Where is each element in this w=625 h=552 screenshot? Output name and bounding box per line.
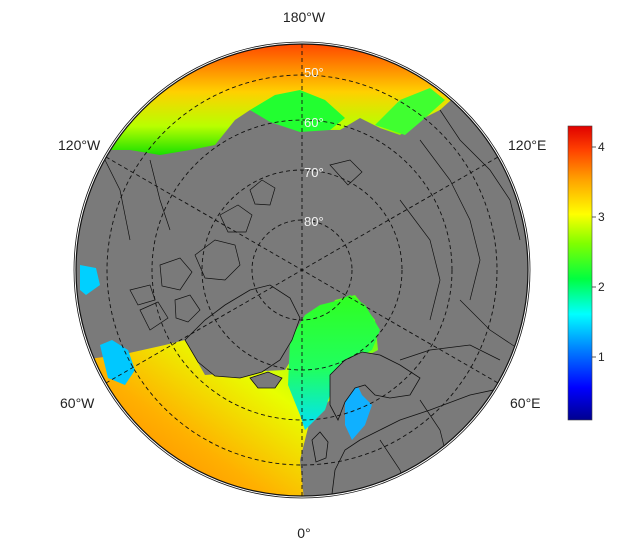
colorbar-ticks: 1 2 3 4	[592, 140, 605, 364]
colorbar: 1 2 3 4	[567, 125, 605, 421]
lon-label-0: 0°	[297, 525, 310, 541]
scandinavia	[329, 351, 421, 421]
lon-label-180w: 180°W	[283, 9, 326, 25]
hudson-bay-field	[100, 340, 135, 385]
baltic-sea-field	[345, 380, 372, 440]
greenland	[184, 284, 301, 379]
lat-label-50: 50°	[304, 65, 324, 80]
lon-label-120w: 120°W	[58, 137, 101, 153]
colorbar-tick-label: 4	[598, 140, 605, 154]
norwegian-sea-field	[288, 295, 380, 430]
lat-label-70: 70°	[304, 165, 324, 180]
lat-label-60: 60°	[304, 115, 324, 130]
iceland	[249, 371, 283, 389]
colorbar-gradient	[567, 125, 593, 421]
colorbar-tick-label: 2	[598, 280, 605, 294]
map-outline	[75, 43, 529, 497]
lon-label-60e: 60°E	[510, 395, 541, 411]
meridians	[105, 44, 499, 496]
colorbar-tick-label: 3	[598, 210, 605, 224]
colorbar-tick-label: 1	[598, 350, 605, 364]
okhotsk-field	[375, 88, 445, 135]
pacific-coast-field	[80, 265, 100, 295]
bering-sea-field	[250, 90, 345, 132]
lon-label-120e: 120°E	[508, 137, 546, 153]
map-outline-outer	[73, 41, 531, 499]
lon-label-60w: 60°W	[60, 395, 95, 411]
lat-label-80: 80°	[304, 214, 324, 229]
british-isles	[311, 431, 329, 463]
map-disk	[76, 44, 528, 496]
